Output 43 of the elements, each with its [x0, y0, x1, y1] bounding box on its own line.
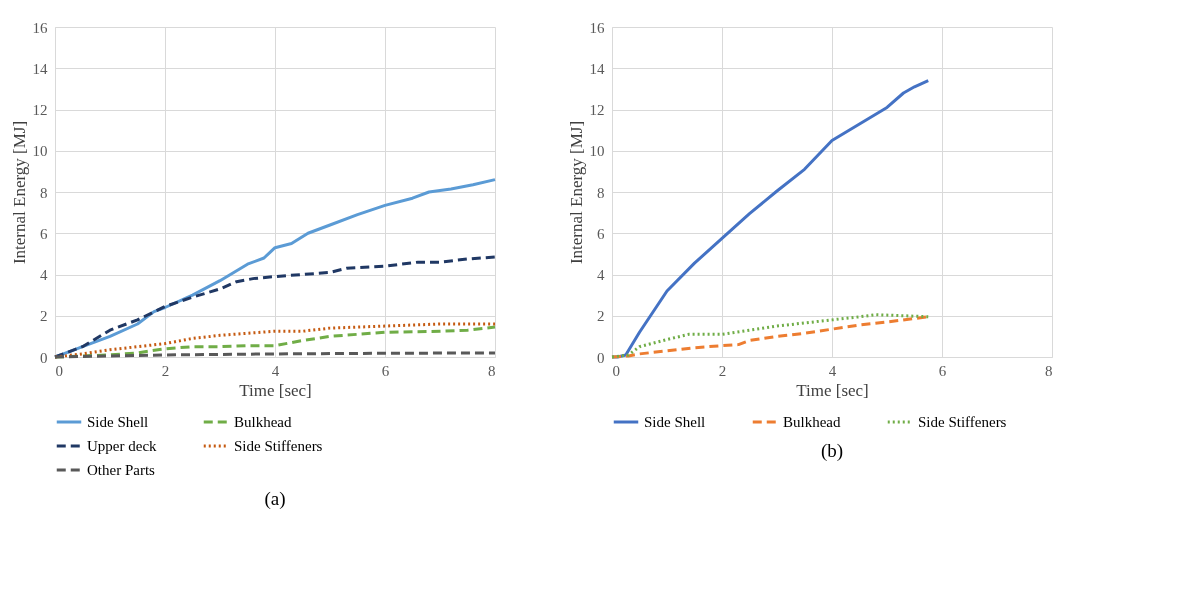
- legend-label: Side Stiffeners: [234, 438, 323, 454]
- y-axis-title: Internal Energy [MJ]: [9, 120, 29, 265]
- y-tick-label: 6: [597, 225, 605, 242]
- text: (b): [820, 440, 844, 462]
- y-tick-label: 0: [597, 349, 605, 366]
- y-tick-label: 8: [597, 184, 605, 201]
- y-tick-label: 2: [597, 308, 605, 325]
- x-axis-title: Time [sec]: [239, 380, 312, 400]
- legend-label: Side Shell: [87, 414, 149, 430]
- x-tick-label: 4: [271, 362, 280, 379]
- y-tick-label: 16: [32, 19, 48, 36]
- y-tick-label: 12: [32, 102, 48, 118]
- y-axis-title: Internal Energy [MJ]: [566, 120, 586, 265]
- legend-label: Other Parts: [87, 462, 156, 478]
- legend-label: Upper deck: [87, 438, 158, 454]
- legend-label: Bulkhead: [783, 414, 841, 430]
- y-tick-label: 6: [40, 225, 48, 242]
- x-tick-label: 2: [718, 362, 727, 379]
- y-tick-label: 4: [40, 267, 48, 283]
- y-tick-label: 2: [40, 308, 48, 325]
- y-tick-label: 14: [589, 60, 605, 77]
- x-axis-title: Time [sec]: [796, 380, 869, 400]
- legend-label: Side Stiffeners: [918, 414, 1007, 430]
- text: (a): [264, 488, 286, 510]
- x-tick-label: 6: [938, 362, 947, 379]
- line-series: [610, 79, 930, 359]
- y-tick-label: 12: [589, 102, 605, 118]
- x-tick-label: 6: [381, 362, 390, 379]
- y-tick-label: 10: [589, 143, 605, 160]
- legend-label: Bulkhead: [234, 414, 292, 430]
- y-tick-label: 4: [597, 267, 605, 283]
- y-tick-label: 0: [40, 349, 48, 366]
- legend-label: Side Shell: [644, 414, 706, 430]
- y-tick-label: 10: [32, 143, 48, 160]
- x-tick-label: 2: [161, 362, 170, 379]
- y-tick-label: 8: [40, 184, 48, 201]
- x-tick-label: 8: [488, 362, 496, 379]
- y-tick-label: 16: [589, 19, 605, 36]
- x-tick-label: 0: [612, 362, 620, 379]
- x-tick-label: 0: [55, 362, 63, 379]
- y-tick-label: 14: [32, 60, 48, 77]
- x-tick-label: 8: [1045, 362, 1053, 379]
- x-tick-label: 4: [828, 362, 837, 379]
